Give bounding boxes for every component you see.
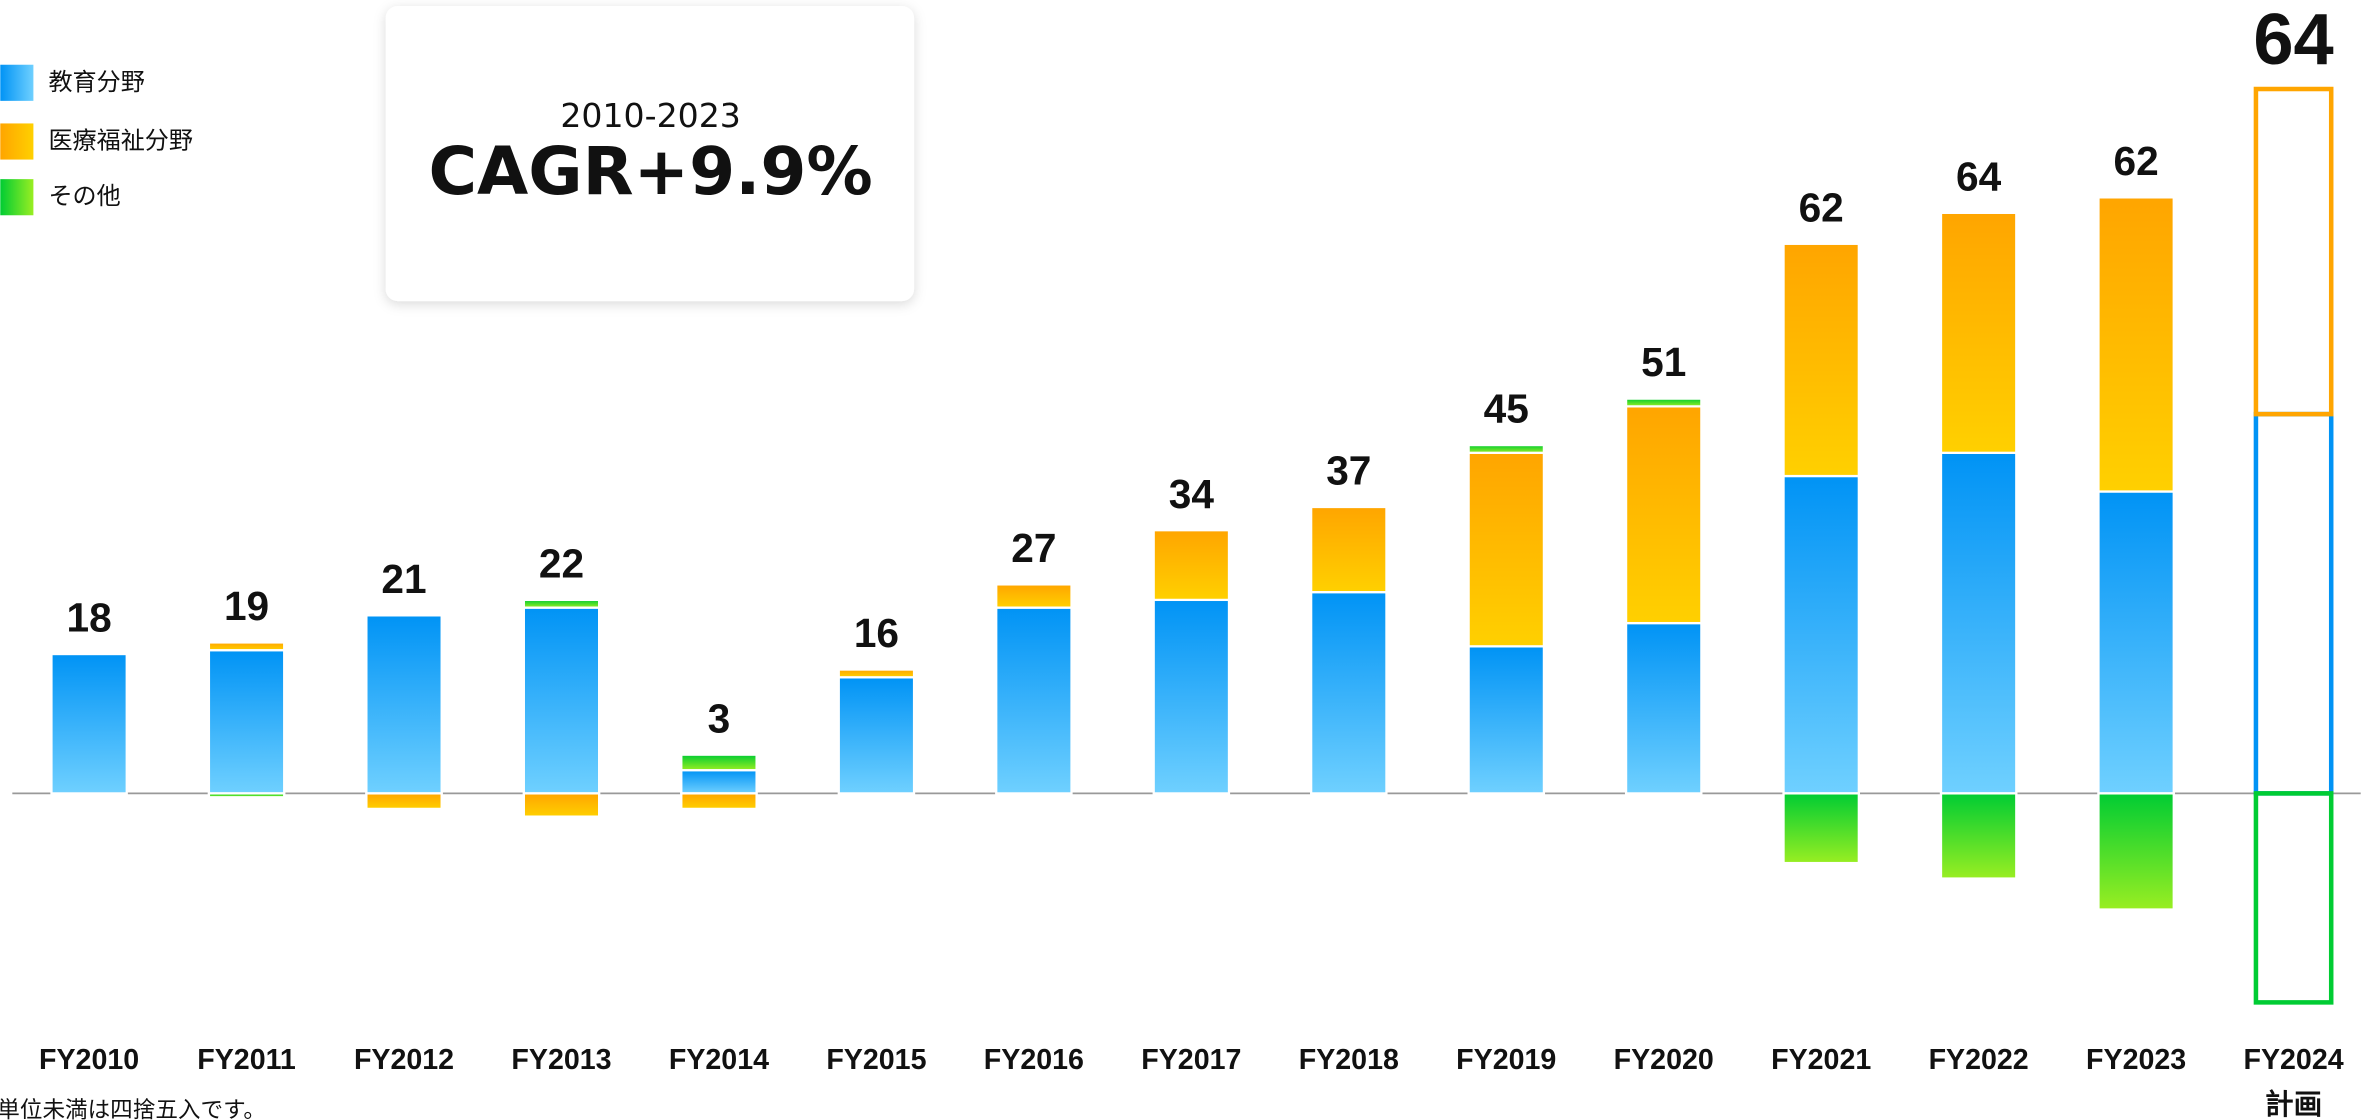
bar-segment [1467,645,1546,795]
bar-segment [2097,196,2175,493]
total-label: 27 [1011,525,1056,571]
bar-segment [680,769,758,795]
x-tick-label: FY2023 [2086,1044,2186,1076]
legend-label: 教育分野 [48,68,144,96]
x-tick-label: FY2013 [511,1044,611,1076]
footnote: 単位未満は四捨五入です。 [0,1097,266,1120]
total-label: 3 [708,695,731,741]
x-tick-label: FY2017 [1141,1044,1241,1076]
total-label: 45 [1484,386,1529,432]
bar-segment [1310,505,1388,594]
x-tick-label: FY2024 [2243,1044,2343,1076]
bar-segment [365,614,443,795]
bar-segment-planned [2253,86,2334,417]
x-tick-label: FY2016 [984,1044,1084,1076]
x-tick-sublabel: 計画 [2265,1088,2322,1120]
total-label: 62 [2114,138,2159,184]
legend-label: その他 [48,182,120,210]
bar-segment [1310,591,1388,795]
total-label: 21 [381,556,426,602]
bar-segment [1939,451,2018,795]
total-label: 51 [1641,339,1686,385]
bar-segment-planned [2253,791,2334,1005]
bar-segment-planned [2253,411,2334,796]
bar-segment [1467,451,1546,648]
bar-segment [522,606,601,795]
bar-segment [1782,474,1860,795]
bar-segment [207,641,286,652]
total-label: 62 [1799,184,1844,230]
total-label: 34 [1169,471,1215,517]
x-tick-label: FY2011 [197,1044,296,1076]
bar-segment [1624,405,1703,625]
total-label: 64 [2253,0,2333,80]
x-tick-label: FY2012 [354,1044,454,1076]
bar-segment [522,598,601,609]
bar-segment [680,753,758,772]
legend-swatch [0,179,34,216]
legend-swatch [0,64,34,101]
cagr-period: 2010-2023 [560,96,740,135]
total-label: 37 [1326,448,1371,494]
cagr-text: CAGR+9.9% [428,133,872,210]
total-label: 22 [539,541,584,587]
bar-segment [1152,598,1231,795]
bar-segment [837,668,916,679]
x-tick-label: FY2015 [826,1044,926,1076]
bar-segment [1624,397,1703,408]
bar-segment [1782,242,1860,478]
bar-segment [1939,211,2018,454]
x-tick-label: FY2020 [1614,1044,1714,1076]
bar-segment [365,792,443,811]
bar-segment [1939,792,2018,880]
bar-segment [995,583,1073,609]
total-label: 19 [224,583,269,629]
bar-segment [50,652,128,795]
x-tick-label: FY2014 [669,1044,769,1076]
bar-segment [522,792,601,818]
bar-segment [2097,490,2175,795]
bar-segment [680,792,758,811]
total-label: 64 [1956,153,2002,199]
total-label: 18 [67,595,112,641]
bar-segment [1624,621,1703,795]
bar-segment [207,649,286,795]
bar-segment [1152,529,1231,602]
x-tick-label: FY2021 [1771,1044,1871,1076]
cagr-box [385,6,915,302]
bar-segment [207,792,286,799]
total-label: 16 [854,610,899,656]
legend-swatch [0,123,34,160]
bar-segment [837,676,916,795]
bar-segment [2097,792,2175,911]
bar-segment [995,606,1073,795]
x-tick-label: FY2019 [1456,1044,1556,1076]
x-tick-label: FY2018 [1299,1044,1399,1076]
bar-segment [1467,443,1546,454]
legend-label: 医療福祉分野 [48,127,192,155]
bar-segment [1782,792,1860,865]
x-tick-label: FY2010 [39,1044,139,1076]
x-tick-label: FY2022 [1929,1044,2029,1076]
